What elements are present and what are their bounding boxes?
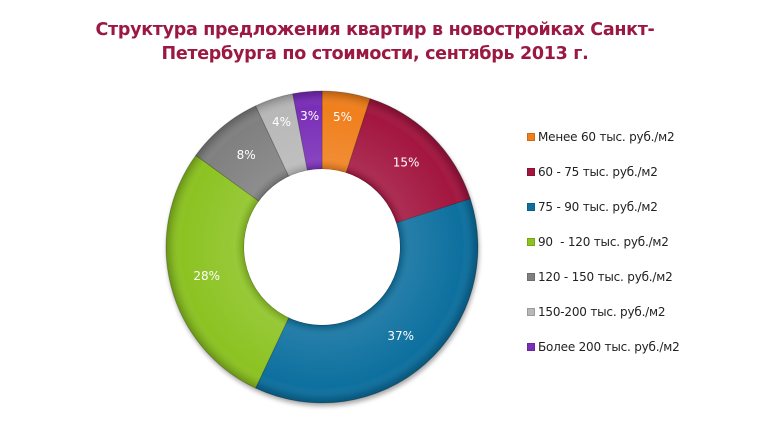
legend-swatch-icon (527, 308, 535, 316)
legend-item: 90 - 120 тыс. руб./м2 (527, 233, 669, 251)
chart-title: Структура предложения квартир в новостро… (0, 18, 750, 66)
slice-value-label: 28% (193, 269, 220, 283)
legend-swatch-icon (527, 203, 535, 211)
slice-value-label: 5% (333, 110, 352, 124)
slice-value-label: 3% (300, 109, 319, 123)
legend-item: Менее 60 тыс. руб./м2 (527, 128, 675, 146)
legend-label: Более 200 тыс. руб./м2 (538, 340, 680, 354)
legend-swatch-icon (527, 238, 535, 246)
slice-value-label: 37% (387, 329, 414, 343)
legend-item: 120 - 150 тыс. руб./м2 (527, 268, 673, 286)
legend-item: 150-200 тыс. руб./м2 (527, 303, 666, 321)
chart-title-line-2: Петербурга по стоимости, сентябрь 2013 г… (161, 44, 589, 64)
legend-label: 120 - 150 тыс. руб./м2 (538, 270, 673, 284)
legend-item: 60 - 75 тыс. руб./м2 (527, 163, 658, 181)
slice-value-label: 8% (237, 148, 256, 162)
legend-swatch-icon (527, 168, 535, 176)
legend-label: 60 - 75 тыс. руб./м2 (538, 165, 658, 179)
legend-label: 75 - 90 тыс. руб./м2 (538, 200, 658, 214)
chart-title-line-1: Структура предложения квартир в новостро… (95, 20, 655, 40)
legend-swatch-icon (527, 273, 535, 281)
legend-label: 90 - 120 тыс. руб./м2 (538, 235, 669, 249)
legend-label: Менее 60 тыс. руб./м2 (538, 130, 675, 144)
slice-value-label: 15% (393, 155, 420, 169)
legend-item: Более 200 тыс. руб./м2 (527, 338, 680, 356)
legend-label: 150-200 тыс. руб./м2 (538, 305, 666, 319)
donut-hole (244, 169, 400, 325)
legend-swatch-icon (527, 343, 535, 351)
legend-item: 75 - 90 тыс. руб./м2 (527, 198, 658, 216)
slice-labels: 5% 15% 37% 28% 8% 4% 3% (193, 109, 419, 343)
slice-value-label: 4% (272, 115, 291, 129)
legend-swatch-icon (527, 133, 535, 141)
